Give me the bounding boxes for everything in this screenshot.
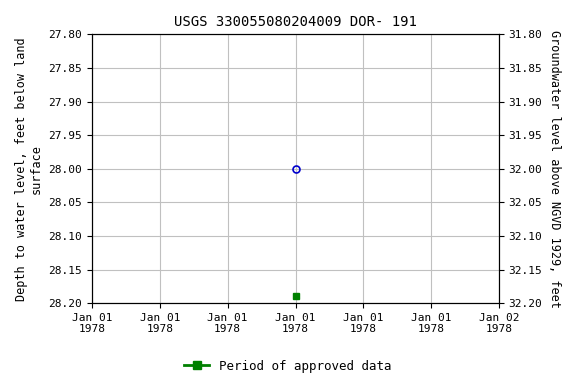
Legend: Period of approved data: Period of approved data	[179, 355, 397, 378]
Y-axis label: Depth to water level, feet below land
surface: Depth to water level, feet below land su…	[15, 37, 43, 301]
Y-axis label: Groundwater level above NGVD 1929, feet: Groundwater level above NGVD 1929, feet	[548, 30, 561, 308]
Title: USGS 330055080204009 DOR- 191: USGS 330055080204009 DOR- 191	[174, 15, 417, 29]
